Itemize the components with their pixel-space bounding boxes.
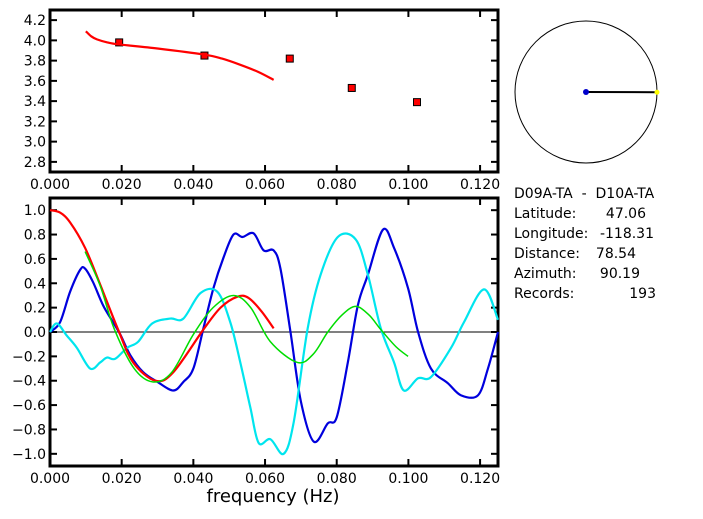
x-tick-label: 0.120 (460, 177, 500, 193)
y-tick-label: −1.0 (12, 447, 46, 463)
plot-frame (48, 8, 500, 174)
x-tick-label: 0.020 (102, 471, 142, 487)
info-panel: D09A-TA - D10A-TA Latitude: 47.06 Longit… (514, 186, 656, 302)
y-tick-label: −0.8 (12, 422, 46, 438)
bottom-correlation-plot: 0.000 0.020 0.040 0.060 0.080 0.100 0.120 −1.0 −… (12, 196, 500, 487)
y-tick-label: 2.8 (24, 155, 46, 171)
x-tick-label: 0.060 (245, 177, 285, 193)
series-line-3 (84, 251, 409, 383)
y-tick-label: 0.4 (24, 276, 46, 292)
distance-value: 78.54 (596, 246, 636, 262)
y-tick-label: 3.0 (24, 135, 46, 151)
series-line-0 (49, 227, 500, 444)
x-tick-label: 0.000 (30, 471, 70, 487)
y-tick-label: 1.0 (24, 203, 46, 219)
y-tick-label: −0.2 (12, 349, 46, 365)
y-tick-label: 0.6 (24, 252, 46, 268)
data-point (413, 98, 422, 107)
latitude-label: Latitude: (514, 206, 576, 222)
x-tick-label: 0.120 (460, 471, 500, 487)
x-tick-label: 0.100 (388, 177, 428, 193)
x-axis-label: frequency (Hz) (206, 486, 339, 507)
y-tick-label: 4.2 (24, 13, 46, 29)
top-velocity-plot: 0.000 0.020 0.040 0.060 0.080 0.100 0.120 2.8 3.… (24, 8, 500, 193)
station-pair: D09A-TA - D10A-TA (514, 186, 655, 202)
longitude-value: -118.31 (600, 226, 654, 242)
series-line-2 (49, 209, 275, 383)
azimuth-value: 90.19 (600, 266, 640, 282)
y-tick-label: 3.4 (24, 94, 46, 110)
y-tick-label: −0.4 (12, 374, 46, 390)
records-value: 193 (629, 286, 656, 302)
azimuth-end-dot (654, 89, 660, 95)
y-tick-label: 3.6 (24, 74, 46, 90)
x-tick-label: 0.040 (173, 177, 213, 193)
y-tick-label: 3.8 (24, 54, 46, 70)
x-tick-label: 0.080 (317, 177, 357, 193)
x-tick-label: 0.000 (30, 177, 70, 193)
y-tick-label: 0.0 (24, 325, 46, 341)
station-dot (583, 89, 589, 95)
x-tick-label: 0.080 (317, 471, 357, 487)
x-tick-label: 0.060 (245, 471, 285, 487)
y-tick-label: 0.8 (24, 228, 46, 244)
x-tick-label: 0.020 (102, 177, 142, 193)
latitude-value: 47.06 (606, 206, 646, 222)
data-point (347, 83, 356, 92)
series-line-1 (85, 30, 275, 81)
data-point (285, 54, 294, 63)
longitude-label: Longitude: (514, 226, 588, 242)
y-tick-label: 3.2 (24, 114, 46, 130)
azimuth-label: Azimuth: (514, 266, 576, 282)
y-tick-label: −0.6 (12, 398, 46, 414)
y-tick-label: 0.2 (24, 301, 46, 317)
y-tick-label: 4.0 (24, 33, 46, 49)
x-tick-label: 0.100 (388, 471, 428, 487)
x-tick-label: 0.040 (173, 471, 213, 487)
data-point (115, 38, 124, 47)
records-label: Records: (514, 286, 574, 302)
azimuth-dial (514, 20, 660, 164)
distance-label: Distance: (514, 246, 580, 262)
series-line-1 (49, 232, 500, 456)
